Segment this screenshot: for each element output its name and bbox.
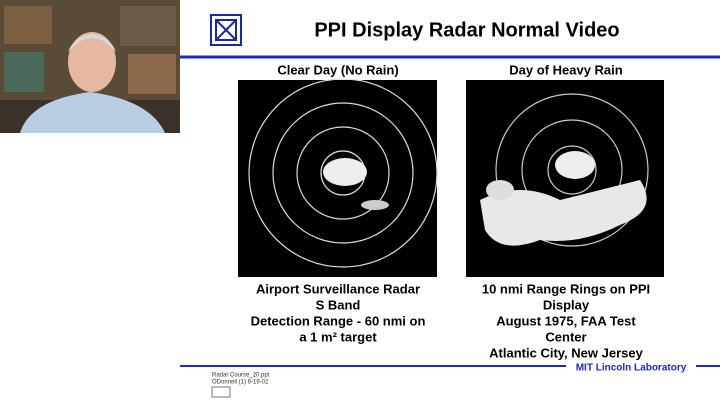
right-heading: Day of Heavy Rain	[509, 62, 622, 77]
caption-line: a 1 m² target	[299, 329, 377, 344]
caption-line: Display	[543, 297, 590, 312]
caption-line: Center	[545, 329, 586, 344]
webcam-inset	[0, 0, 180, 133]
caption-line: Airport Surveillance Radar	[256, 281, 420, 296]
footer-file: Radar Course_20.ppt	[212, 373, 270, 379]
left-caption: Airport Surveillance Radar S Band Detect…	[251, 281, 426, 344]
footer-icon	[211, 386, 231, 398]
right-caption: 10 nmi Range Rings on PPI Display August…	[482, 281, 650, 360]
caption-line: 10 nmi Range Rings on PPI	[482, 281, 650, 296]
caption-line: Detection Range - 60 nmi on	[251, 313, 426, 328]
title: PPI Display Radar Normal Video	[314, 19, 619, 41]
logo	[210, 14, 242, 46]
radar-rain	[466, 80, 664, 277]
footer-author: ODonnell (1) 6-19-02	[212, 380, 269, 386]
caption-line: S Band	[316, 297, 361, 312]
caption-line: Atlantic City, New Jersey	[489, 345, 643, 360]
left-heading: Clear Day (No Rain)	[277, 62, 398, 77]
lab-name: MIT Lincoln Laboratory	[576, 363, 687, 374]
caption-line: August 1975, FAA Test	[496, 313, 636, 328]
footer-label-bg	[566, 361, 696, 375]
radar-clear	[238, 78, 438, 277]
